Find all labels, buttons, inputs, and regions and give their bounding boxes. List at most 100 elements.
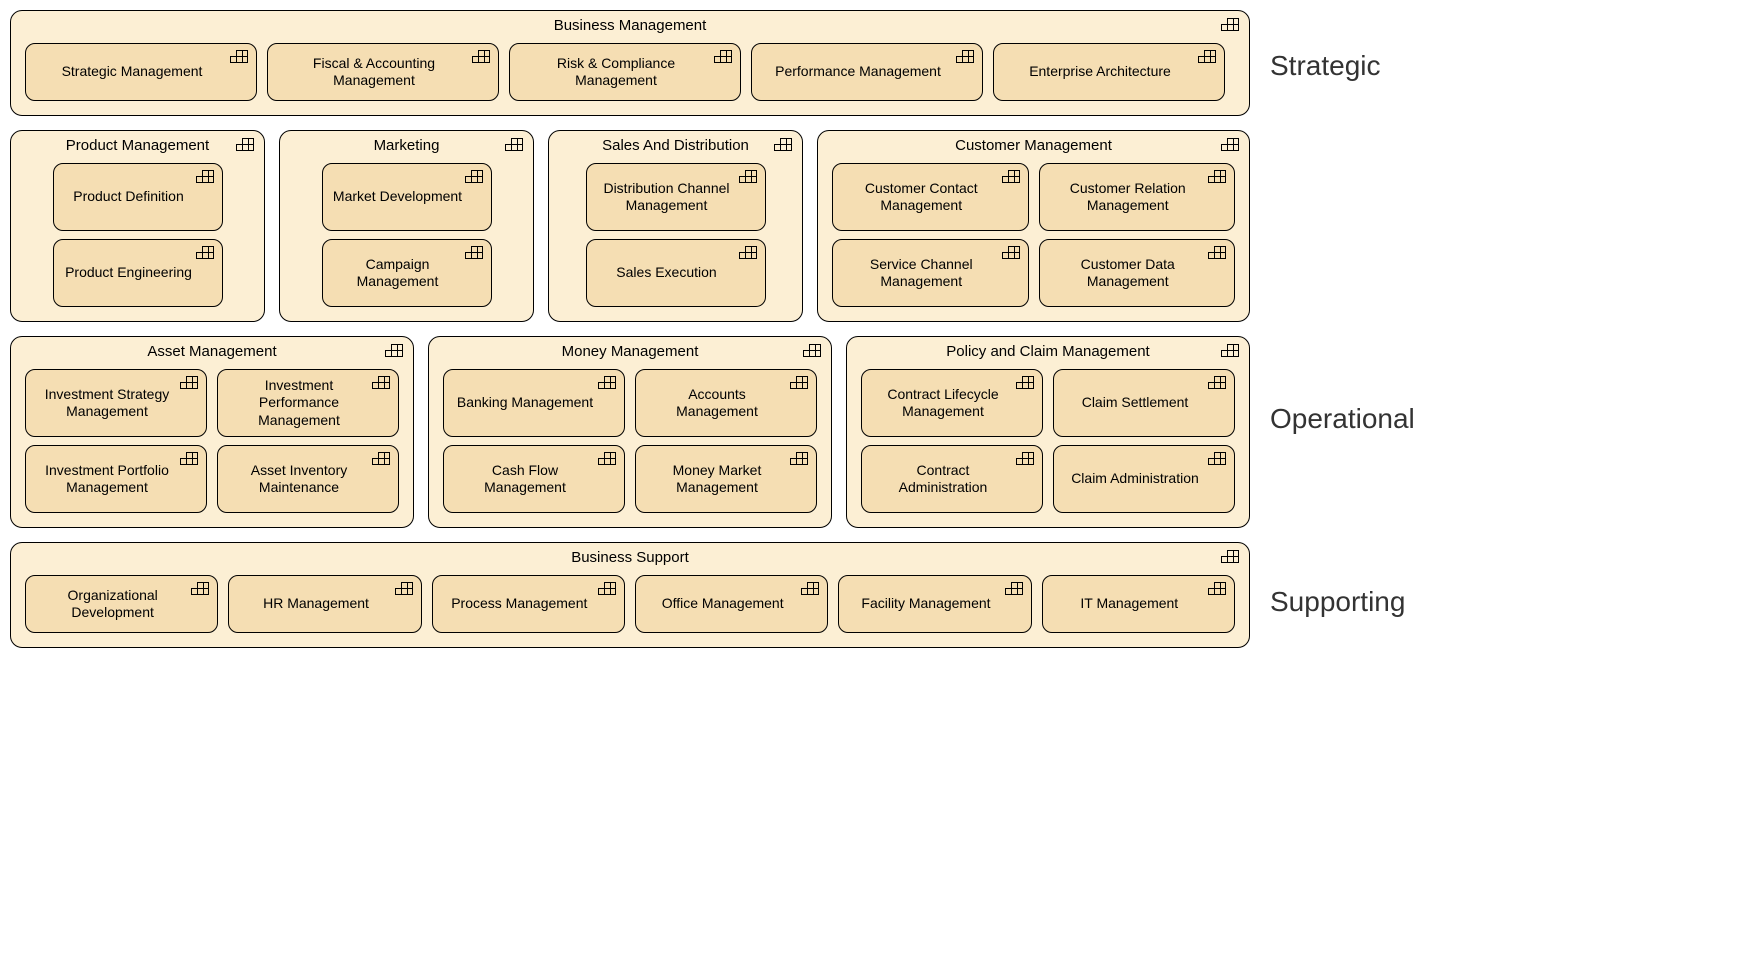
cap-label: Facility Management xyxy=(861,595,990,613)
group-sales-distribution: Sales And Distribution Distribution Chan… xyxy=(548,130,803,322)
cap-service-channel: Service Channel Management xyxy=(832,239,1029,307)
cap-label: Customer Contact Management xyxy=(843,180,1000,215)
capability-icon xyxy=(472,49,490,63)
cap-label: Claim Settlement xyxy=(1082,394,1189,412)
cap-label: Customer Relation Management xyxy=(1050,180,1207,215)
capability-icon xyxy=(230,49,248,63)
group-title: Customer Management xyxy=(818,137,1249,154)
group-title: Sales And Distribution xyxy=(549,137,802,154)
capability-icon xyxy=(372,451,390,465)
group-asset-management: Asset Management Investment Strategy Man… xyxy=(10,336,414,528)
capability-icon xyxy=(739,169,757,183)
cap-facility-management: Facility Management xyxy=(838,575,1031,633)
cap-customer-data: Customer Data Management xyxy=(1039,239,1236,307)
cap-org-development: Organizational Development xyxy=(25,575,218,633)
cap-investment-portfolio: Investment Portfolio Management xyxy=(25,445,207,513)
capability-icon xyxy=(505,137,523,151)
group-title: Marketing xyxy=(280,137,533,154)
cap-distribution-channel: Distribution Channel Management xyxy=(586,163,766,231)
group-title: Business Management xyxy=(11,17,1249,34)
capability-icon xyxy=(372,375,390,389)
group-title: Asset Management xyxy=(11,343,413,360)
diagram-page: Business Management Strategic Management xyxy=(10,10,1490,648)
capability-icon xyxy=(191,581,209,595)
cap-label: Process Management xyxy=(451,595,587,613)
cap-label: IT Management xyxy=(1080,595,1178,613)
capability-icon xyxy=(803,343,821,357)
group-title: Policy and Claim Management xyxy=(847,343,1249,360)
cap-label: Product Definition xyxy=(73,188,184,206)
cap-label: Sales Execution xyxy=(616,264,716,282)
operational-row-2: Asset Management Investment Strategy Man… xyxy=(10,336,1250,528)
capability-icon xyxy=(395,581,413,595)
cap-fiscal-accounting: Fiscal & Accounting Management xyxy=(267,43,499,101)
cap-office-management: Office Management xyxy=(635,575,828,633)
cap-label: Product Engineering xyxy=(65,264,192,282)
label-strategic: Strategic xyxy=(1270,50,1415,82)
cap-row: Organizational Development HR Management… xyxy=(25,575,1235,633)
cap-investment-strategy: Investment Strategy Management xyxy=(25,369,207,437)
capability-icon xyxy=(1208,245,1226,259)
cap-row: Strategic Management Fiscal & Accounting… xyxy=(25,43,1235,101)
capability-icon xyxy=(1198,49,1216,63)
cap-campaign-management: Campaign Management xyxy=(322,239,492,307)
cap-process-management: Process Management xyxy=(432,575,625,633)
cap-label: Service Channel Management xyxy=(843,256,1000,291)
cap-label: Office Management xyxy=(662,595,784,613)
cap-label: HR Management xyxy=(263,595,369,613)
cap-product-definition: Product Definition xyxy=(53,163,223,231)
cap-risk-compliance: Risk & Compliance Management xyxy=(509,43,741,101)
cap-label: Contract Administration xyxy=(872,462,1014,497)
operational-row-1: Product Management Product Definition xyxy=(10,130,1250,322)
cap-label: Contract Lifecycle Management xyxy=(872,386,1014,421)
capability-icon xyxy=(774,137,792,151)
group-business-support: Business Support Organizational Developm… xyxy=(10,542,1250,648)
cap-label: Enterprise Architecture xyxy=(1029,63,1171,81)
capability-icon xyxy=(714,49,732,63)
cap-label: Banking Management xyxy=(457,394,593,412)
capability-icon xyxy=(1221,343,1239,357)
label-supporting: Supporting xyxy=(1270,586,1415,618)
capability-icon xyxy=(236,137,254,151)
label-operational: Operational xyxy=(1270,403,1415,435)
capability-icon xyxy=(598,581,616,595)
capability-icon xyxy=(196,169,214,183)
group-business-management: Business Management Strategic Management xyxy=(10,10,1250,116)
group-marketing: Marketing Market Development xyxy=(279,130,534,322)
cap-claim-admin: Claim Administration xyxy=(1053,445,1235,513)
cap-strategic-management: Strategic Management xyxy=(25,43,257,101)
capability-icon xyxy=(1208,451,1226,465)
cap-enterprise-architecture: Enterprise Architecture xyxy=(993,43,1225,101)
cap-cashflow: Cash Flow Management xyxy=(443,445,625,513)
capability-icon xyxy=(739,245,757,259)
cap-label: Risk & Compliance Management xyxy=(520,55,712,90)
capability-icon xyxy=(196,245,214,259)
capability-icon xyxy=(465,169,483,183)
cap-customer-contact: Customer Contact Management xyxy=(832,163,1029,231)
cap-customer-relation: Customer Relation Management xyxy=(1039,163,1236,231)
tier-labels: Strategic Operational Supporting xyxy=(1270,10,1415,648)
cap-it-management: IT Management xyxy=(1042,575,1235,633)
cap-label: Organizational Development xyxy=(36,587,189,622)
cap-money-market: Money Market Management xyxy=(635,445,817,513)
cap-label: Fiscal & Accounting Management xyxy=(278,55,470,90)
cap-accounts: Accounts Management xyxy=(635,369,817,437)
capability-icon xyxy=(1002,169,1020,183)
group-title: Money Management xyxy=(429,343,831,360)
capability-icon xyxy=(1005,581,1023,595)
cap-hr-management: HR Management xyxy=(228,575,421,633)
cap-label: Market Development xyxy=(333,188,462,206)
cap-performance: Performance Management xyxy=(751,43,983,101)
capability-icon xyxy=(1016,375,1034,389)
capability-icon xyxy=(790,375,808,389)
capability-icon xyxy=(465,245,483,259)
group-money-management: Money Management Banking Management xyxy=(428,336,832,528)
cap-label: Customer Data Management xyxy=(1050,256,1207,291)
capability-icon xyxy=(1221,17,1239,31)
cap-label: Money Market Management xyxy=(646,462,788,497)
cap-label: Asset Inventory Maintenance xyxy=(228,462,370,497)
capability-icon xyxy=(598,451,616,465)
capability-icon xyxy=(180,375,198,389)
cap-label: Investment Strategy Management xyxy=(36,386,178,421)
capability-icon xyxy=(1208,375,1226,389)
